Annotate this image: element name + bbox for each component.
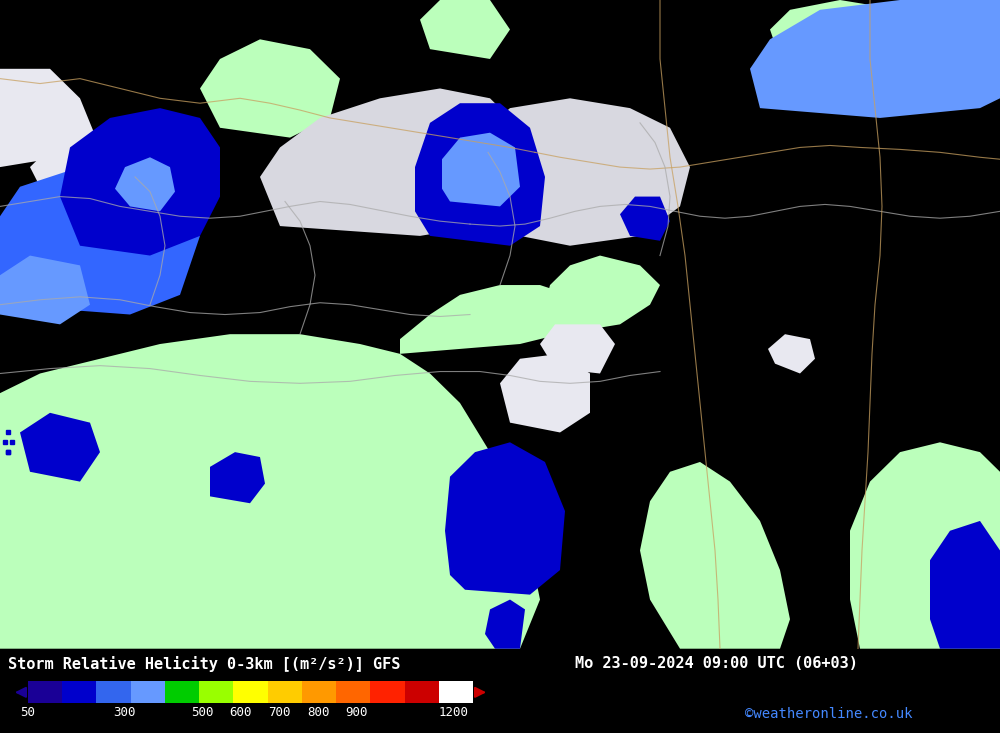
Text: 500: 500: [191, 706, 213, 719]
Polygon shape: [750, 0, 1000, 118]
Polygon shape: [60, 108, 220, 256]
Bar: [199, 682, 233, 703]
Polygon shape: [545, 256, 660, 334]
Polygon shape: [540, 324, 615, 374]
Polygon shape: [20, 413, 100, 482]
Bar: [62, 682, 96, 703]
Bar: [165, 682, 199, 703]
Polygon shape: [415, 103, 545, 246]
Text: 1200: 1200: [439, 706, 469, 719]
Polygon shape: [400, 285, 580, 354]
Bar: [405, 682, 439, 703]
Polygon shape: [30, 128, 170, 216]
Polygon shape: [442, 133, 520, 207]
Bar: [302, 682, 336, 703]
Polygon shape: [115, 158, 175, 211]
Text: Storm Relative Helicity 0-3km [(m²/s²)] GFS: Storm Relative Helicity 0-3km [(m²/s²)] …: [8, 655, 400, 671]
Bar: [233, 682, 268, 703]
Text: 800: 800: [307, 706, 329, 719]
Polygon shape: [445, 442, 565, 594]
Polygon shape: [850, 442, 1000, 649]
Text: Mo 23-09-2024 09:00 UTC (06+03): Mo 23-09-2024 09:00 UTC (06+03): [575, 655, 858, 671]
Polygon shape: [485, 600, 525, 649]
Polygon shape: [0, 334, 540, 649]
Polygon shape: [770, 0, 910, 69]
Polygon shape: [930, 521, 1000, 649]
Polygon shape: [420, 0, 510, 59]
Polygon shape: [768, 334, 815, 374]
Bar: [439, 682, 473, 703]
Text: 700: 700: [268, 706, 291, 719]
Polygon shape: [640, 462, 790, 649]
Polygon shape: [920, 0, 1000, 89]
Text: 600: 600: [230, 706, 252, 719]
Bar: [336, 682, 370, 703]
Bar: [370, 682, 405, 703]
Polygon shape: [0, 69, 100, 167]
Polygon shape: [210, 452, 265, 504]
Text: ©weatheronline.co.uk: ©weatheronline.co.uk: [745, 707, 912, 721]
Polygon shape: [500, 354, 590, 432]
Bar: [28, 682, 62, 703]
Polygon shape: [460, 98, 690, 246]
Text: 50: 50: [20, 706, 36, 719]
Polygon shape: [260, 89, 530, 236]
Polygon shape: [620, 196, 670, 241]
Polygon shape: [0, 256, 90, 324]
Polygon shape: [200, 40, 340, 138]
Text: 900: 900: [346, 706, 368, 719]
Bar: [268, 682, 302, 703]
Text: 300: 300: [113, 706, 136, 719]
Bar: [131, 682, 165, 703]
Polygon shape: [0, 167, 200, 314]
Bar: [96, 682, 131, 703]
